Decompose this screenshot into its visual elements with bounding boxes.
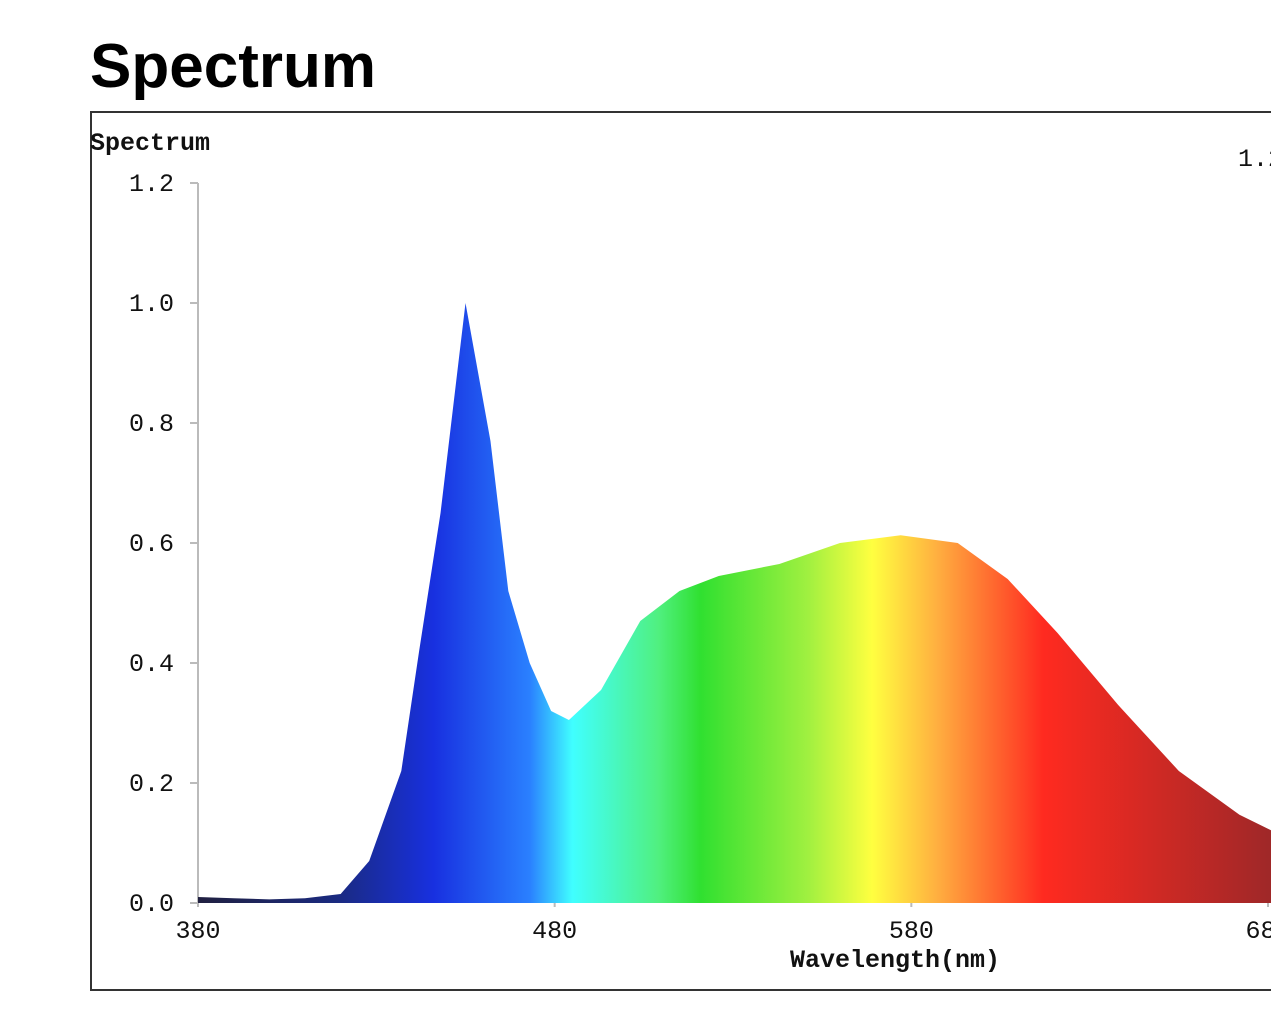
y-tick-label: 0.2 <box>129 770 174 799</box>
chart-frame <box>90 111 1271 991</box>
x-tick-label: 580 <box>889 917 934 946</box>
y-axis-label: Spectrum <box>90 129 210 158</box>
x-tick-label: 380 <box>175 917 220 946</box>
y2-tick-label: 1.2 <box>1238 145 1271 174</box>
x-tick-label: 480 <box>532 917 577 946</box>
x-axis-label: Wavelength(nm) <box>790 946 1000 975</box>
y-tick-label: 1.2 <box>129 170 174 199</box>
y-tick-label: 0.4 <box>129 650 174 679</box>
y-tick-label: 1.0 <box>129 290 174 319</box>
y-tick-label: 0.8 <box>129 410 174 439</box>
y-tick-label: 0.6 <box>129 530 174 559</box>
spectrum-area <box>198 303 1271 903</box>
y-tick-label: 0.0 <box>129 890 174 919</box>
page-title: Spectrum <box>90 32 376 101</box>
x-tick-label: 680 <box>1245 917 1271 946</box>
